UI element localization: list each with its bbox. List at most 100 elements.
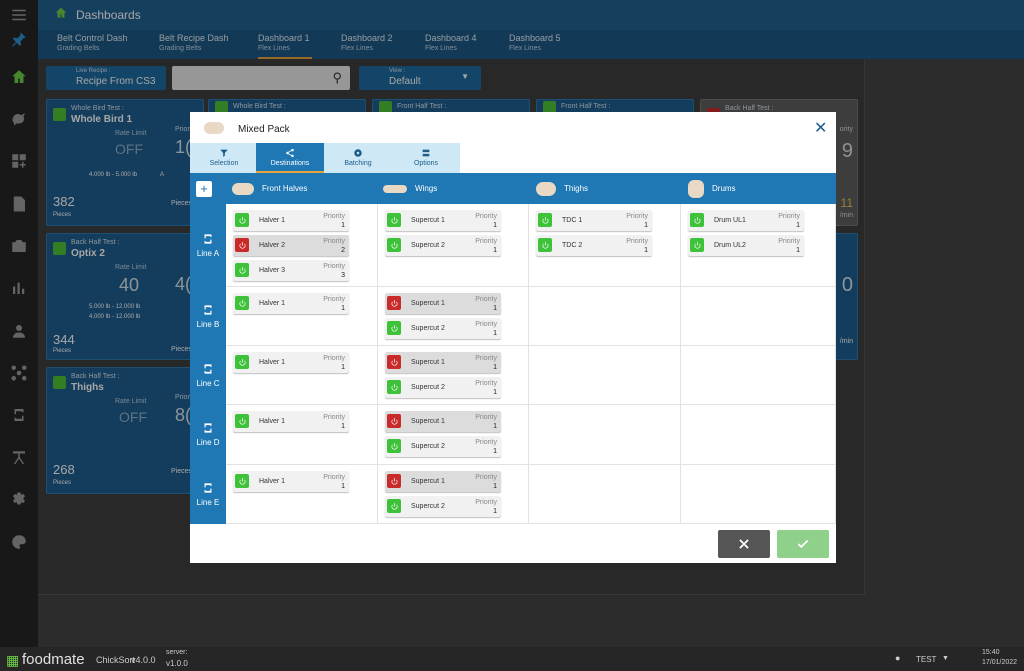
power-icon[interactable] [53,242,66,255]
swap-icon[interactable] [201,303,215,317]
chart-icon[interactable] [0,273,38,303]
document-icon[interactable] [0,189,38,219]
destination-chip[interactable]: Supercut 1 Priority 1 [385,210,501,231]
cell-line-a-3[interactable]: TDC 1 Priority 1 TDC 2 Priority 1 [529,204,681,287]
swap-icon[interactable] [201,481,215,495]
cell-line-d-1[interactable]: Halver 1 Priority 1 [226,405,378,465]
cell-line-c-3[interactable] [529,346,681,405]
power-toggle-icon[interactable] [235,355,249,369]
palette-icon[interactable] [0,527,38,557]
power-toggle-icon[interactable] [235,238,249,252]
card-thighs[interactable]: Back Half Test : Thighs Rate Limit OFF P… [46,367,204,494]
cell-line-c-1[interactable]: Halver 1 Priority 1 [226,346,378,405]
chevron-down-icon[interactable]: ▼ [461,72,469,81]
destination-chip[interactable]: Supercut 1 Priority 1 [385,352,501,373]
card-top-2[interactable]: Front Half Test : [372,99,530,114]
dashboard-add-icon[interactable] [0,146,38,176]
destination-chip[interactable]: Supercut 2 Priority 1 [385,377,501,398]
cell-line-b-2[interactable]: Supercut 1 Priority 1 Supercut 2 Priority 1 [378,287,529,346]
power-toggle-icon[interactable] [387,296,401,310]
row-header-line-b[interactable]: Line B [190,287,226,346]
power-toggle-icon[interactable] [538,213,552,227]
user-icon[interactable]: ● [895,653,901,663]
destination-chip[interactable]: Halver 1 Priority 1 [233,471,349,492]
power-toggle-icon[interactable] [387,499,401,513]
chevron-down-icon[interactable]: ▼ [942,655,949,662]
card-whole-bird-1[interactable]: Whole Bird Test : Whole Bird 1 Rate Limi… [46,99,204,226]
chicken-icon[interactable] [0,104,38,134]
row-header-line-e[interactable]: Line E [190,465,226,524]
camera-icon[interactable] [0,231,38,261]
cell-line-e-2[interactable]: Supercut 1 Priority 1 Supercut 2 Priority 1 [378,465,529,524]
home-icon[interactable] [54,6,68,25]
view-selector[interactable]: View : Default ▼ [359,66,481,90]
tripod-icon[interactable] [0,443,38,473]
cell-line-c-4[interactable] [681,346,836,405]
cell-line-e-3[interactable] [529,465,681,524]
search-input[interactable]: ⚲ [172,66,350,90]
cell-line-e-1[interactable]: Halver 1 Priority 1 [226,465,378,524]
search-icon[interactable]: ⚲ [332,70,342,85]
power-toggle-icon[interactable] [387,238,401,252]
destination-chip[interactable]: Supercut 2 Priority 1 [385,496,501,517]
tab-belt-recipe-dash[interactable]: Belt Recipe Dash Grading Belts [159,33,229,52]
destination-chip[interactable]: Supercut 1 Priority 1 [385,293,501,314]
power-toggle-icon[interactable] [538,238,552,252]
cell-line-d-3[interactable] [529,405,681,465]
cell-line-a-1[interactable]: Halver 1 Priority 1 Halver 2 Priority 2 Halver… [226,204,378,287]
swap-icon[interactable] [201,421,215,435]
power-toggle-icon[interactable] [235,414,249,428]
cell-line-c-2[interactable]: Supercut 1 Priority 1 Supercut 2 Priority 1 [378,346,529,405]
cell-line-b-4[interactable] [681,287,836,346]
destination-chip[interactable]: Halver 1 Priority 1 [233,210,349,231]
power-toggle-icon[interactable] [387,474,401,488]
cell-line-b-1[interactable]: Halver 1 Priority 1 [226,287,378,346]
power-toggle-icon[interactable] [690,238,704,252]
destination-chip[interactable]: TDC 2 Priority 1 [536,235,652,256]
destination-chip[interactable]: Supercut 1 Priority 1 [385,471,501,492]
tab-dashboard-4[interactable]: Dashboard 4 Flex Lines [425,33,477,52]
cancel-button[interactable] [718,530,770,558]
swap-icon[interactable] [201,362,215,376]
close-icon[interactable]: ✕ [814,120,828,137]
cell-line-a-2[interactable]: Supercut 1 Priority 1 Supercut 2 Priority 1 [378,204,529,287]
confirm-button[interactable] [777,530,829,558]
destination-chip[interactable]: Supercut 2 Priority 1 [385,235,501,256]
power-toggle-icon[interactable] [387,380,401,394]
destination-chip[interactable]: TDC 1 Priority 1 [536,210,652,231]
user-menu[interactable]: TEST [916,655,937,664]
power-toggle-icon[interactable] [387,414,401,428]
destination-chip[interactable]: Drum UL2 Priority 1 [688,235,804,256]
power-toggle-icon[interactable] [387,439,401,453]
destination-chip[interactable]: Halver 1 Priority 1 [233,411,349,432]
power-toggle-icon[interactable] [690,213,704,227]
user-icon[interactable] [0,316,38,346]
cell-line-d-2[interactable]: Supercut 1 Priority 1 Supercut 2 Priority 1 [378,405,529,465]
power-toggle-icon[interactable] [235,296,249,310]
power-toggle-icon[interactable] [387,213,401,227]
tab-dashboard-5[interactable]: Dashboard 5 Flex Lines [509,33,561,52]
swap-icon[interactable] [201,232,215,246]
hamburger-icon[interactable] [0,0,38,30]
cell-line-d-4[interactable] [681,405,836,465]
power-toggle-icon[interactable] [387,355,401,369]
tab-selection[interactable]: Selection [190,143,258,173]
row-header-line-a[interactable]: Line A [190,204,226,287]
home-icon[interactable] [0,62,38,92]
destination-chip[interactable]: Drum UL1 Priority 1 [688,210,804,231]
power-icon[interactable] [53,376,66,389]
destination-chip[interactable]: Supercut 1 Priority 1 [385,411,501,432]
destination-chip[interactable]: Supercut 2 Priority 1 [385,318,501,339]
tab-dashboard-1[interactable]: Dashboard 1 Flex Lines [258,33,312,59]
recipe-selector[interactable]: Live Recipe : Recipe From CS3 [46,66,166,90]
tab-belt-control-dash[interactable]: Belt Control Dash Grading Belts [57,33,128,52]
tab-destinations[interactable]: Destinations [256,143,324,173]
destination-chip[interactable]: Halver 3 Priority 3 [233,260,349,281]
power-toggle-icon[interactable] [387,321,401,335]
tab-batching[interactable]: Batching [324,143,392,173]
destination-chip[interactable]: Halver 1 Priority 1 [233,352,349,373]
tab-options[interactable]: Options [392,143,460,173]
gear-icon[interactable] [0,485,38,515]
tab-dashboard-2[interactable]: Dashboard 2 Flex Lines [341,33,393,52]
network-icon[interactable] [0,358,38,388]
